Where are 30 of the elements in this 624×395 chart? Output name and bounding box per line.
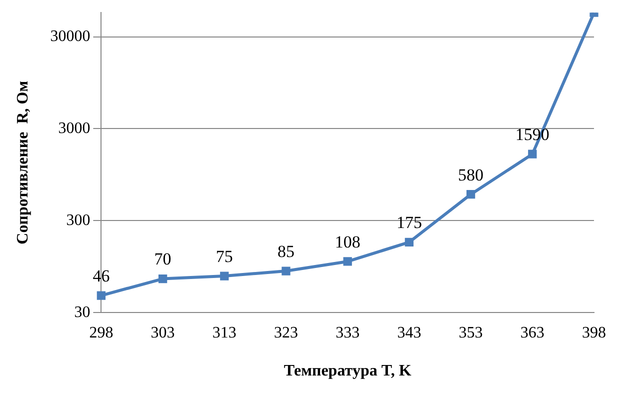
- x-tick-label: 363: [520, 324, 544, 342]
- x-tick-label: 313: [212, 324, 236, 342]
- x-tick-label: 333: [336, 324, 360, 342]
- point: [528, 150, 537, 158]
- y-axis-title: Сопротивление R, Ом: [14, 80, 32, 244]
- y-tick-label: 30: [74, 304, 90, 321]
- data-label: 580: [458, 165, 484, 184]
- point: [282, 266, 290, 276]
- data-label: 46: [92, 266, 110, 286]
- data-label: 70: [154, 250, 172, 269]
- point: [404, 238, 414, 247]
- x-tick-label: 323: [274, 324, 298, 342]
- data-label: 108: [334, 232, 360, 252]
- data-label: 175: [396, 213, 422, 232]
- point: [96, 291, 106, 300]
- y-tick-label: 300: [66, 212, 90, 229]
- data-label: 75: [216, 246, 233, 266]
- point: [343, 257, 352, 266]
- data-label: 85: [278, 242, 294, 261]
- point: [466, 190, 476, 199]
- x-tick-label: 343: [397, 324, 422, 342]
- point: [158, 274, 168, 284]
- x-tick-label: 303: [150, 324, 175, 342]
- x-axis-title: Температура T, K: [284, 362, 412, 380]
- x-tick-label: 398: [582, 324, 606, 342]
- y-tick-label: 30000: [50, 28, 90, 46]
- x-tick-label: 298: [89, 324, 114, 342]
- y-tick-label: 3000: [58, 120, 90, 137]
- x-tick-label: 353: [458, 324, 483, 342]
- point: [220, 272, 229, 280]
